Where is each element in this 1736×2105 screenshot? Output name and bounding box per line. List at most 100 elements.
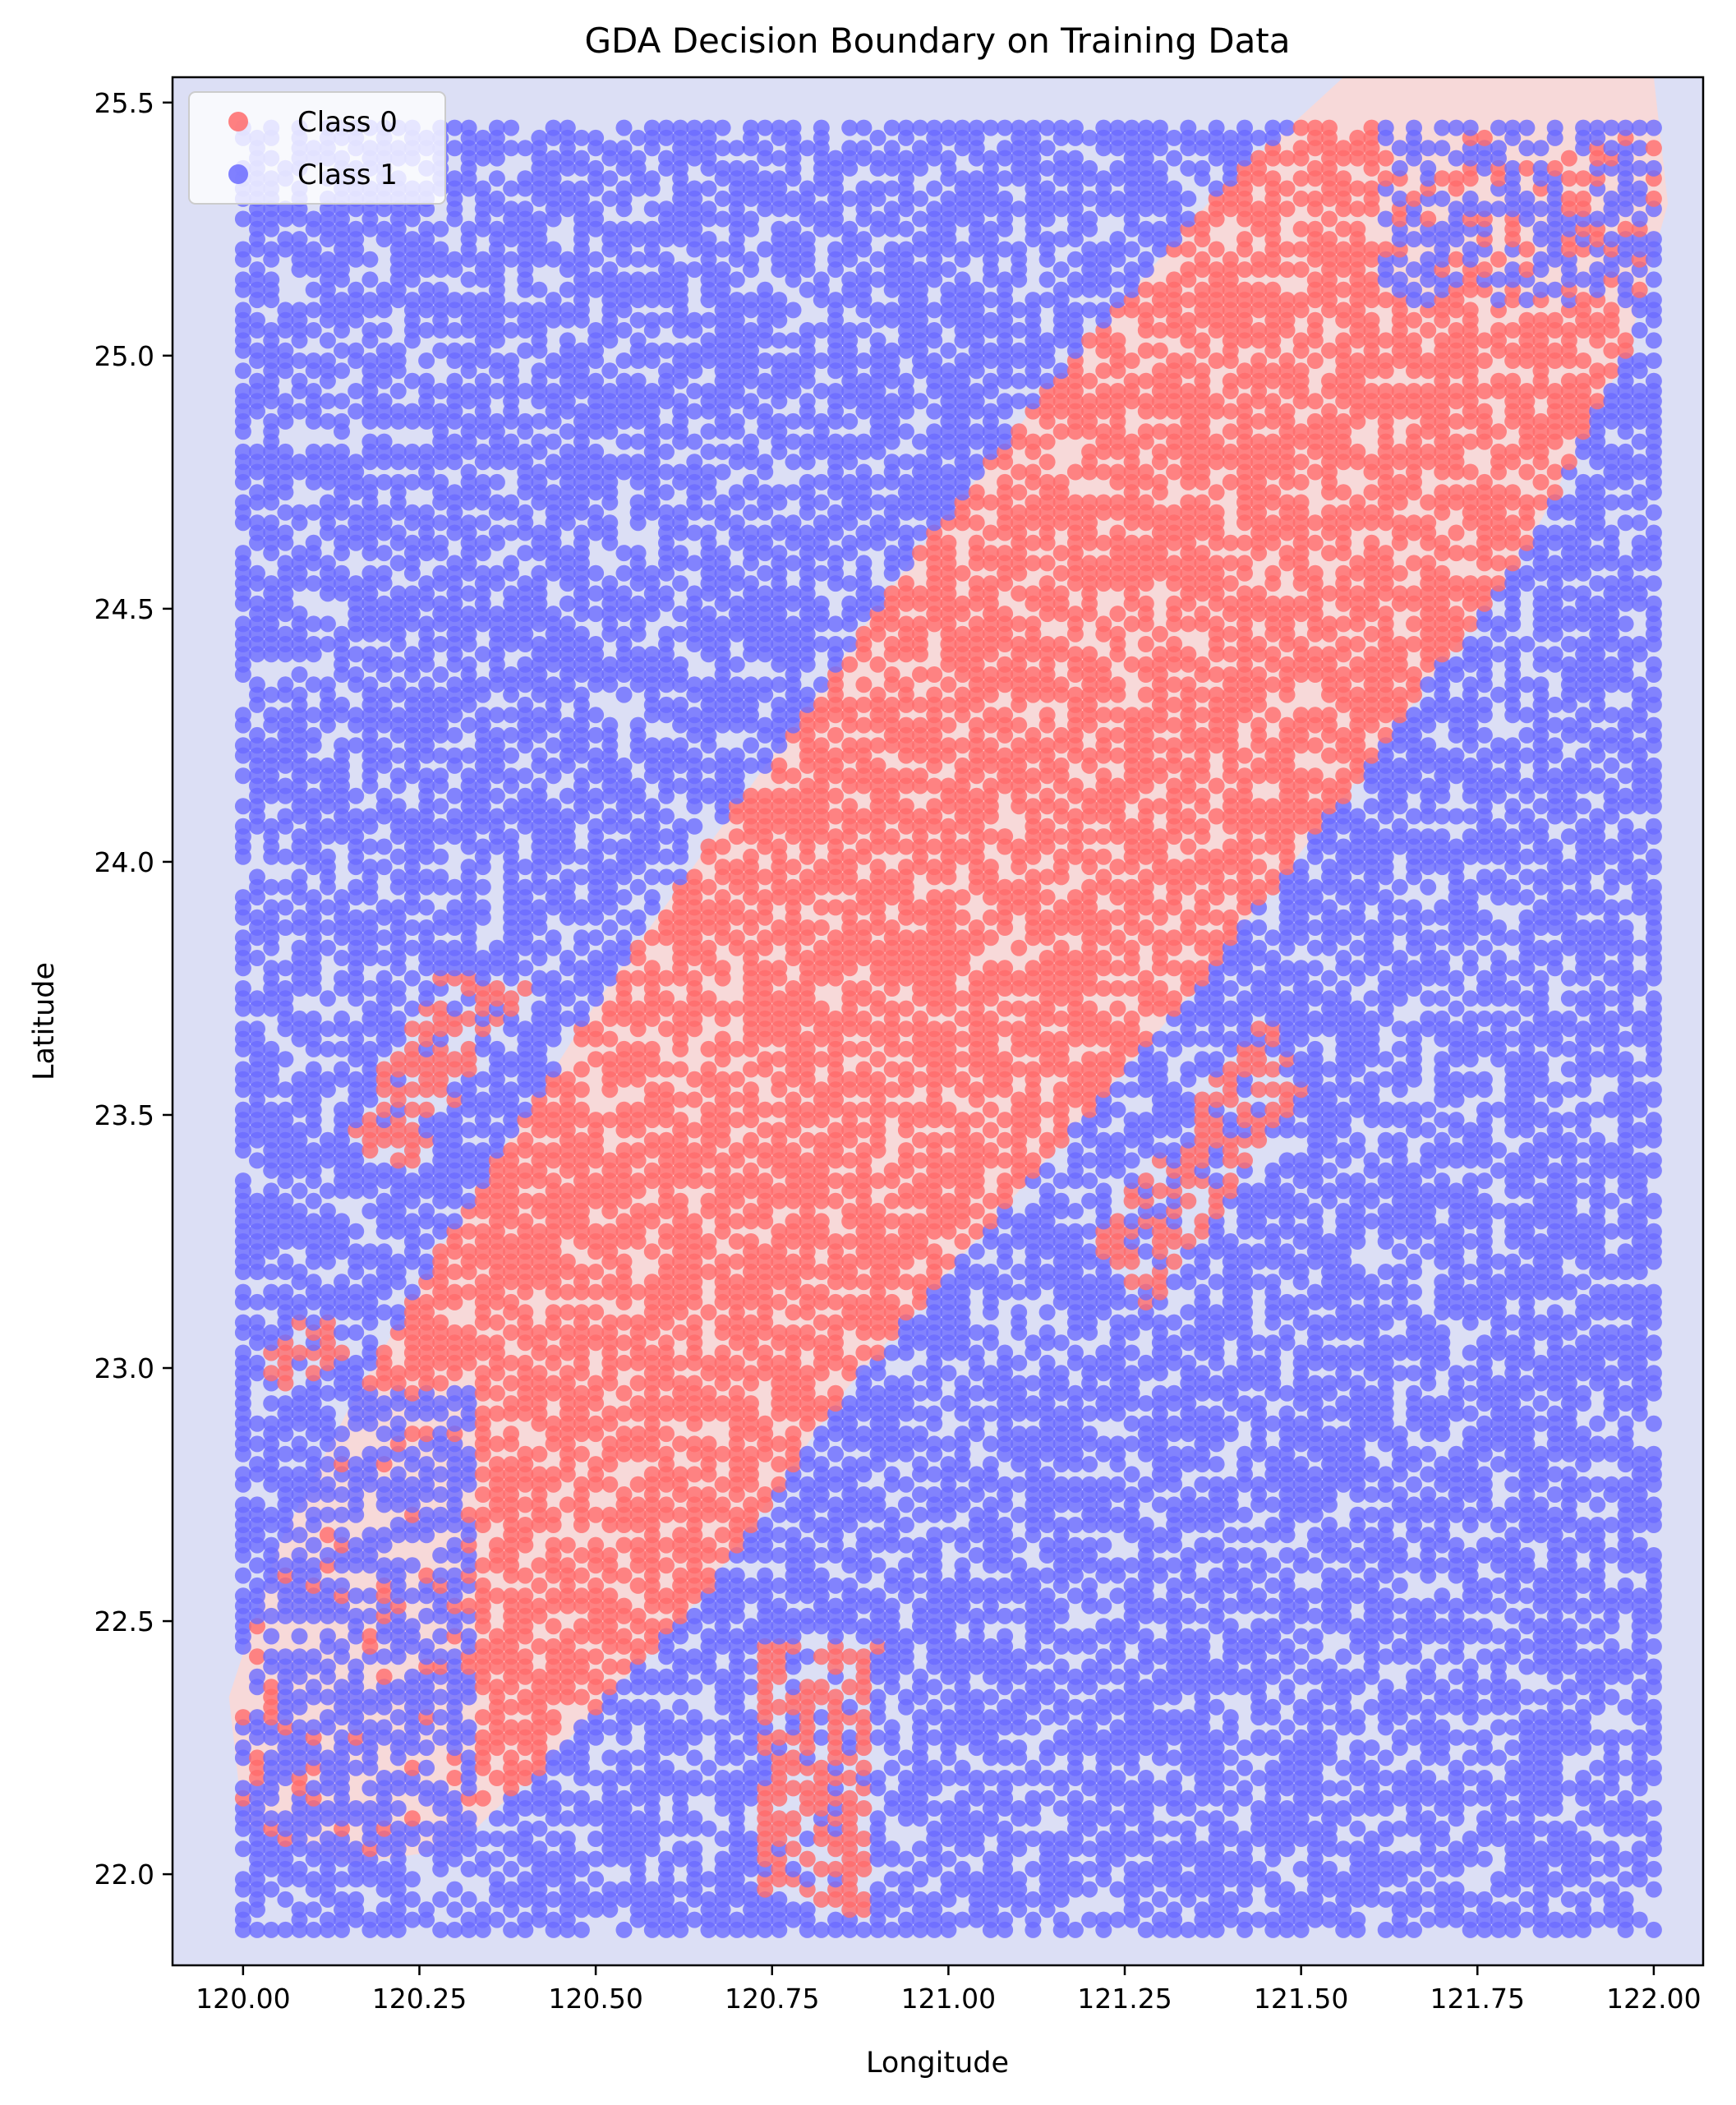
class-1-point [249,372,265,389]
class-1-point [629,777,647,795]
class-1-point [432,220,449,237]
class-1-point [615,1789,633,1807]
class-1-point [460,514,477,532]
class-1-point [334,737,350,754]
class-1-point [277,200,294,218]
class-1-point [446,899,463,916]
class-0-point [474,1486,491,1503]
class-1-point [432,595,449,612]
class-1-point [700,1891,717,1908]
class-1-point [277,393,294,410]
class-1-point [643,119,661,136]
class-0-point [743,1314,759,1331]
class-1-point [531,899,548,916]
class-0-point [601,1274,619,1291]
class-1-point [488,1871,505,1888]
class-0-point [700,878,717,896]
class-1-point [348,504,365,521]
class-1-point [348,575,365,592]
class-1-point [531,129,548,146]
class-0-point [488,1405,505,1422]
class-1-point [263,514,280,532]
class-1-point [249,1354,265,1371]
class-1-point [348,878,365,896]
class-0-point [573,1304,590,1321]
class-1-point [743,433,759,450]
class-0-point [559,1182,576,1200]
class-1-point [714,1850,731,1868]
class-1-point [249,595,265,612]
class-1-point [743,393,759,410]
class-1-point [531,747,548,764]
class-0-point [743,1395,759,1412]
class-1-point [334,696,350,713]
class-0-point [714,1344,731,1361]
class-0-point [629,1314,647,1331]
class-1-point [263,322,280,339]
class-1-point [305,1871,322,1888]
class-1-point [573,1789,590,1807]
class-0-point [629,1607,647,1624]
class-1-point [319,818,336,835]
class-1-point [375,220,393,237]
class-1-point [403,1283,421,1301]
class-1-point [686,585,703,602]
class-1-point [728,676,745,693]
class-1-point [234,241,251,258]
class-1-point [334,970,350,987]
class-1-point [334,1871,350,1888]
class-0-point [714,1030,731,1048]
class-1-point [249,311,265,329]
class-1-point [587,1831,605,1847]
class-0-point [658,1081,675,1099]
class-1-point [389,1010,407,1027]
class-1-point [601,170,619,187]
class-0-point [686,868,703,886]
class-1-point [545,352,562,369]
class-1-point [531,777,548,795]
class-1-point [234,210,251,228]
class-1-point [263,1283,280,1301]
class-1-point [517,787,534,804]
class-1-point [389,767,407,785]
class-1-point [728,484,745,501]
class-0-point [587,1020,605,1038]
class-0-point [361,1628,379,1645]
class-1-point [658,311,675,329]
class-1-point [305,615,322,633]
class-1-point [785,1607,802,1624]
class-1-point [446,878,463,896]
class-1-point [545,1831,562,1847]
class-1-point [658,423,675,440]
class-1-point [601,808,619,825]
class-1-point [291,231,308,248]
class-1-point [432,1891,449,1908]
class-0-point [601,1547,619,1564]
class-1-point [375,859,393,876]
class-1-point [263,271,280,288]
class-1-point [361,676,379,693]
class-1-point [587,1800,605,1817]
class-1-point [460,383,477,399]
class-1-point [714,1668,731,1685]
class-0-point [757,868,774,886]
class-1-point [545,150,562,167]
class-0-point [517,1688,534,1706]
class-0-point [714,1000,731,1017]
class-0-point [714,1253,731,1270]
class-1-point [573,1850,590,1868]
class-1-point [432,1729,449,1746]
class-1-point [785,1901,802,1918]
class-1-point [531,970,548,987]
class-0-point [503,990,520,1007]
class-1-point [319,1040,336,1057]
class-1-point [545,383,562,399]
class-1-point [545,292,562,309]
class-0-point [503,1719,520,1736]
class-1-point [389,656,407,673]
class-1-point [277,555,294,572]
class-1-point [601,190,619,207]
class-0-point [474,1637,491,1655]
class-0-point [743,1445,759,1462]
class-1-point [771,150,788,167]
